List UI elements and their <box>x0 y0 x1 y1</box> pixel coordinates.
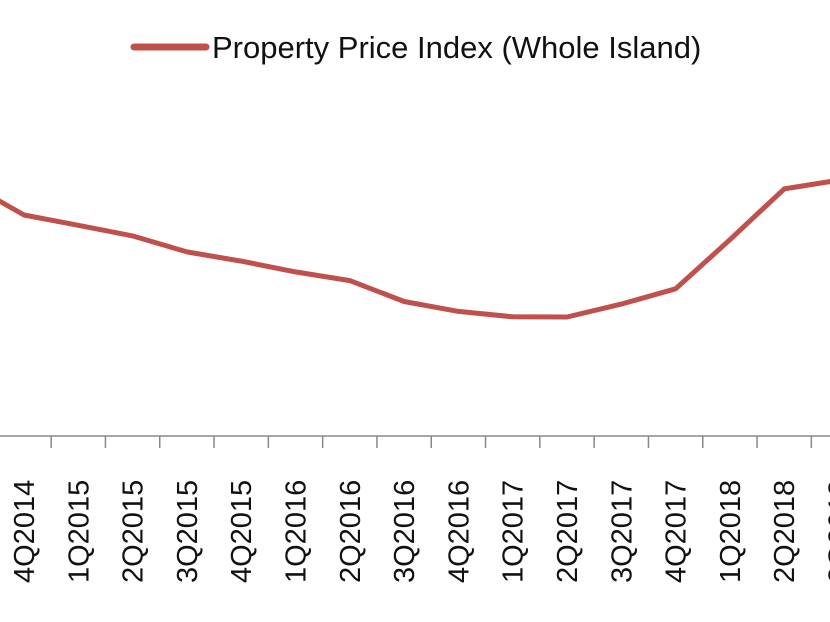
x-tick-label: 1Q2018 <box>715 480 747 583</box>
series-line <box>0 179 830 320</box>
data-point <box>130 233 135 238</box>
x-tick-label: 3Q2018 <box>824 480 830 583</box>
data-point <box>22 213 27 218</box>
x-tick-label: 4Q2015 <box>226 480 258 583</box>
data-point <box>239 259 244 264</box>
data-point <box>510 314 515 319</box>
x-tick-label: 2Q2018 <box>769 480 801 583</box>
x-tick-label: 3Q2015 <box>172 480 204 583</box>
x-tick-label: 3Q2016 <box>389 480 421 583</box>
data-point <box>673 286 678 291</box>
x-tick-label: 1Q2016 <box>281 480 313 583</box>
x-tick-label: 4Q2014 <box>9 480 41 583</box>
legend: Property Price Index (Whole Island) <box>130 30 701 65</box>
data-point <box>76 223 81 228</box>
x-tick-label: 1Q2017 <box>498 480 530 583</box>
data-point <box>619 302 624 307</box>
x-tick-label: 2Q2017 <box>552 480 584 583</box>
data-point <box>727 237 732 242</box>
data-point <box>293 269 298 274</box>
data-point <box>402 299 407 304</box>
x-tick-label: 1Q2015 <box>63 480 95 583</box>
data-point <box>184 249 189 254</box>
data-point <box>782 186 787 191</box>
data-point <box>347 278 352 283</box>
legend-label: Property Price Index (Whole Island) <box>212 30 701 65</box>
x-tick-label: 4Q2017 <box>661 480 693 583</box>
data-point <box>456 309 461 314</box>
x-tick-label: 4Q2016 <box>443 480 475 583</box>
x-tick-label: 2Q2015 <box>118 480 150 583</box>
x-tick-label: 2Q2016 <box>335 480 367 583</box>
data-point <box>565 315 570 320</box>
plot-area: 4Q2014 1Q2015 2Q2015 3Q2015 4Q2015 1Q2016 2Q20… <box>0 179 830 583</box>
x-tick-label: 3Q2017 <box>606 480 638 583</box>
